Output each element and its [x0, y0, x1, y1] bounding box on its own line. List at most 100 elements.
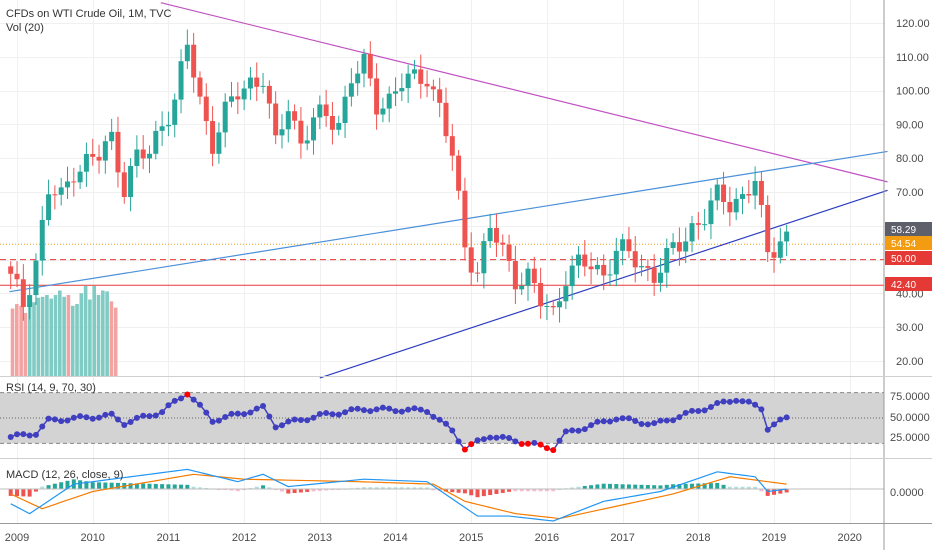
- candle-body: [222, 101, 228, 133]
- rsi-point: [367, 408, 374, 415]
- macd-histogram-bar: [185, 484, 190, 490]
- rsi-point: [651, 420, 658, 427]
- rsi-point: [386, 405, 393, 412]
- rsi-point: [625, 415, 632, 422]
- price-tag-last-text: 58.29: [891, 225, 916, 236]
- candle-body: [765, 204, 771, 253]
- macd-histogram-bar: [475, 489, 480, 498]
- volume-bar: [45, 295, 49, 376]
- candle-body: [83, 153, 89, 172]
- price-axis[interactable]: 20.0030.0040.0050.0060.0070.0080.0090.00…: [896, 18, 930, 368]
- volume-bar: [83, 286, 88, 376]
- rsi-point: [89, 415, 96, 422]
- candle-body: [191, 44, 197, 78]
- rsi-point: [14, 431, 21, 438]
- rsi-tick-75: 75.0000: [890, 391, 930, 403]
- candle-body: [361, 53, 367, 74]
- price-tick-label: 90.00: [896, 119, 924, 131]
- rsi-point: [64, 417, 71, 424]
- rsi-point: [96, 414, 103, 421]
- macd-histogram-bar: [469, 489, 474, 496]
- candle-body: [784, 231, 790, 242]
- macd-histogram-bar: [500, 489, 505, 493]
- candle-body: [721, 184, 727, 202]
- candle-body: [645, 266, 651, 268]
- macd-histogram-bar: [267, 487, 272, 490]
- candle-body: [285, 111, 291, 130]
- macd-histogram-bar: [172, 484, 177, 490]
- rsi-point: [26, 432, 33, 439]
- volume-bar: [36, 297, 41, 376]
- volume-bar: [23, 313, 28, 376]
- candle-body: [752, 180, 758, 196]
- rsi-point: [632, 417, 639, 424]
- macd-histogram-bar: [425, 487, 430, 490]
- macd-histogram-bar: [645, 485, 650, 490]
- macd-histogram-bar: [431, 489, 436, 491]
- candle-body: [197, 77, 203, 97]
- rsi-point: [39, 423, 46, 430]
- rsi-point: [7, 434, 14, 440]
- rsi-point: [594, 418, 601, 425]
- volume-bar: [15, 304, 19, 376]
- macd-histogram-bar: [620, 484, 625, 490]
- candle-body: [102, 141, 108, 161]
- rsi-point: [45, 415, 52, 422]
- candle-body: [393, 91, 399, 94]
- macd-histogram-bar: [324, 489, 329, 491]
- volume-bar: [105, 291, 109, 376]
- macd-histogram-bar: [40, 486, 45, 490]
- candle-body: [620, 239, 626, 251]
- chart-title: CFDs on WTI Crude Oil, 1M, TVC: [6, 8, 171, 20]
- rsi-point: [657, 417, 664, 424]
- candle-body: [569, 265, 575, 287]
- macd-histogram-bar: [191, 486, 196, 490]
- macd-histogram-bar: [626, 484, 631, 490]
- rsi-point: [726, 398, 733, 405]
- rsi-point: [739, 398, 746, 405]
- rsi-point: [493, 434, 500, 441]
- candle-body: [657, 272, 663, 283]
- rsi-point: [449, 427, 456, 434]
- rsi-point: [607, 418, 614, 425]
- rsi-point: [468, 441, 475, 448]
- candle-body: [405, 73, 411, 89]
- candle-body: [203, 96, 209, 122]
- macd-signal-line: [10, 473, 787, 520]
- candle-body: [462, 190, 468, 248]
- macd-histogram-bar: [778, 489, 783, 494]
- macd-histogram-bar: [538, 489, 543, 492]
- candle-body: [632, 251, 638, 268]
- rsi-point: [600, 418, 607, 425]
- candlesticks: [8, 29, 790, 323]
- macd-histogram-bar: [27, 489, 32, 497]
- macd-histogram-bar: [664, 484, 669, 490]
- volume-bar: [19, 305, 23, 376]
- price-tag-red: 42.40: [885, 277, 932, 291]
- rsi-point: [613, 416, 620, 423]
- candle-body: [739, 194, 745, 199]
- macd-histogram-bar: [746, 486, 751, 490]
- candle-body: [399, 88, 405, 92]
- rsi-point: [550, 447, 557, 454]
- rsi-point: [405, 406, 412, 413]
- rsi-point: [140, 412, 147, 419]
- macd-histogram-bar: [286, 489, 291, 494]
- rsi-point: [670, 417, 677, 424]
- candle-body: [557, 301, 563, 308]
- volume-bar: [70, 305, 75, 376]
- candle-body: [71, 181, 77, 183]
- candle-body: [109, 131, 115, 142]
- price-tag-dash-red-text: 50.00: [891, 254, 916, 265]
- candle-body: [355, 73, 361, 84]
- volume-bar: [58, 290, 62, 376]
- candle-body: [430, 86, 436, 90]
- rsi-point: [83, 414, 90, 421]
- candle-body: [563, 286, 569, 302]
- time-axis[interactable]: 2009 2010 2011 2012 2013 2014 2015 2016 2017 2018…: [5, 532, 862, 544]
- candle-body: [20, 279, 26, 307]
- rsi-point: [689, 407, 696, 414]
- rsi-point: [733, 397, 740, 404]
- candle-body: [449, 136, 455, 156]
- rsi-point: [424, 408, 431, 415]
